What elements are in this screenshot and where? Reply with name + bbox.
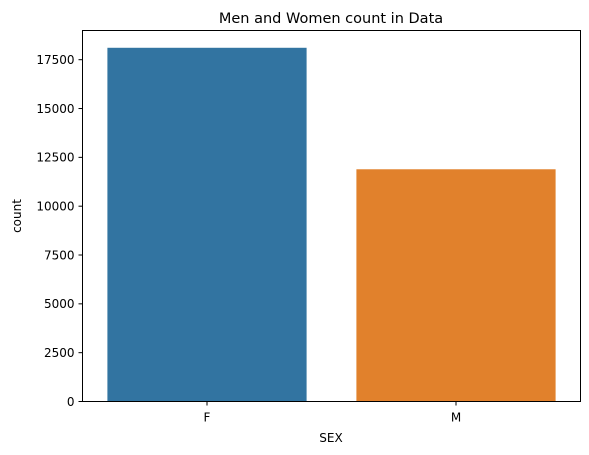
y-tick-label: 2500 — [44, 346, 75, 360]
y-tick-label: 17500 — [36, 53, 74, 67]
y-axis-label: count — [10, 199, 24, 233]
y-tick-label: 5000 — [44, 297, 75, 311]
chart-title: Men and Women count in Data — [219, 11, 443, 27]
y-tick-label: 10000 — [36, 199, 74, 213]
x-tick-label: F — [204, 411, 211, 425]
bar-M — [356, 169, 556, 402]
x-axis-label: SEX — [319, 431, 342, 445]
y-tick-label: 15000 — [36, 102, 74, 116]
y-tick-label: 0 — [67, 395, 75, 409]
plot-frame — [82, 30, 581, 402]
y-axis-ticks: 0 2500 5000 7500 10000 12500 15000 17500 — [36, 53, 83, 409]
bars-group — [107, 47, 556, 402]
y-tick-label: 7500 — [44, 248, 75, 262]
y-tick-label: 12500 — [36, 151, 74, 165]
bar-F — [107, 47, 307, 402]
x-tick-label: M — [451, 411, 461, 425]
